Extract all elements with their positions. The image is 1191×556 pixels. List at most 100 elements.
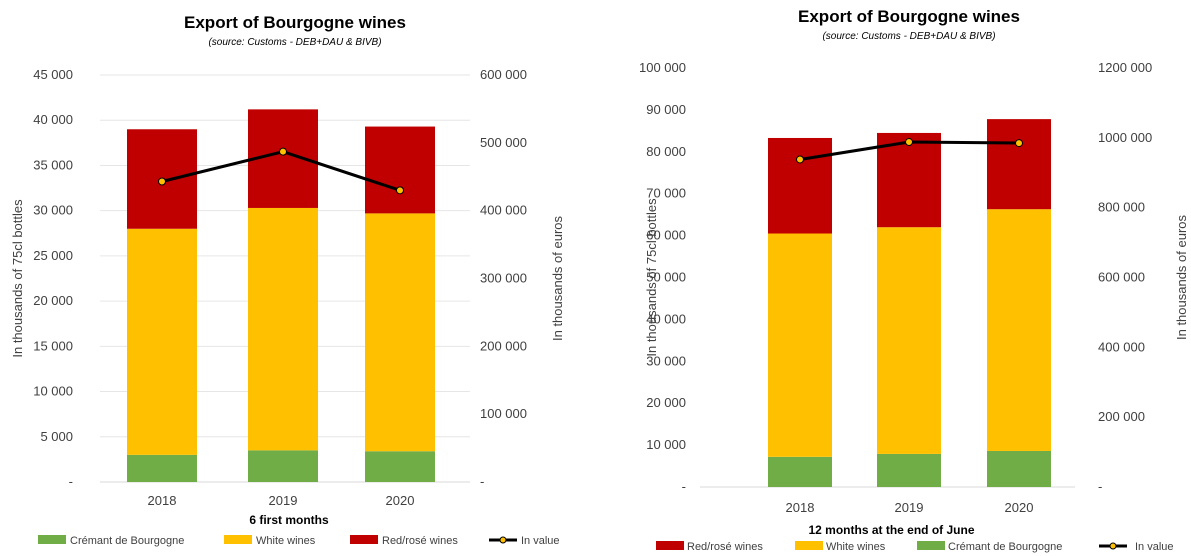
y-tick-label: 70 000 — [646, 186, 686, 201]
x-tick-label: 2018 — [148, 493, 177, 508]
y-tick-label: 60 000 — [646, 228, 686, 243]
y-tick-label: 50 000 — [646, 270, 686, 285]
value-point — [158, 177, 166, 186]
chart-subtitle: (source: Customs - DEB+DAU & BIVB) — [208, 37, 381, 48]
x-tick-label: 2019 — [269, 493, 298, 508]
bar-white-2020 — [365, 213, 435, 452]
legend-item: Red/rosé wines — [350, 535, 458, 547]
legend-swatch — [795, 541, 823, 550]
chart-2: Export of Bourgogne wines (source: Custom… — [639, 7, 1189, 553]
y2-tick-label: 400 000 — [1098, 339, 1145, 354]
y2-tick-label: 1200 000 — [1098, 60, 1152, 75]
y2-tick-label: 600 000 — [1098, 270, 1145, 285]
x-tick-label: 2020 — [386, 493, 415, 508]
bar-red-2020 — [987, 119, 1051, 210]
y2-tick-label: 100 000 — [480, 406, 527, 421]
legend-marker-swatch — [499, 536, 507, 544]
x-tick-label: 2020 — [1005, 500, 1034, 515]
legend-swatch — [656, 541, 684, 550]
legend-label: Crémant de Bourgogne — [70, 535, 184, 547]
legend-label: Red/rosé wines — [687, 541, 763, 553]
bar-red-2018 — [768, 137, 832, 234]
chart-1: Export of Bourgogne wines (source: Custom… — [10, 13, 565, 547]
y-axis-title: In thousands of 75cl bottles — [644, 198, 659, 357]
y-tick-label: 20 000 — [33, 293, 73, 308]
bar-red-2019 — [877, 132, 941, 228]
y-tick-label: 90 000 — [646, 102, 686, 117]
y2-axis-title: In thousands of euros — [550, 215, 565, 341]
value-point — [396, 186, 404, 195]
bar-red-2020 — [365, 126, 435, 214]
legend-item: Crémant de Bourgogne — [38, 535, 184, 547]
y-tick-label: - — [69, 474, 73, 489]
legend-label: White wines — [826, 541, 886, 553]
bar-white-2018 — [127, 228, 197, 455]
bar-cremant-2018 — [127, 454, 197, 482]
bar-white-2020 — [987, 209, 1051, 451]
y2-tick-label: - — [480, 474, 484, 489]
y2-tick-label: 800 000 — [1098, 200, 1145, 215]
y2-axis-title: In thousands of euros — [1174, 214, 1189, 340]
bar-white-2019 — [877, 227, 941, 454]
y-tick-label: 10 000 — [646, 437, 686, 452]
legend-swatch — [38, 535, 66, 544]
legend-swatch — [917, 541, 945, 550]
legend-item: In value — [1099, 541, 1174, 553]
chart-title: Export of Bourgogne wines — [184, 13, 406, 32]
legend-swatch — [350, 535, 378, 544]
bar-cremant-2020 — [987, 450, 1051, 487]
x-axis-title: 12 months at the end of June — [808, 523, 974, 537]
x-tick-label: 2018 — [786, 500, 815, 515]
y-tick-label: 45 000 — [33, 67, 73, 82]
y2-tick-label: 200 000 — [1098, 409, 1145, 424]
legend-item: Crémant de Bourgogne — [917, 541, 1062, 553]
value-point — [796, 155, 804, 164]
y-tick-label: 40 000 — [646, 311, 686, 326]
value-point — [1015, 139, 1023, 148]
bar-cremant-2019 — [877, 453, 941, 487]
y-tick-label: 5 000 — [40, 429, 73, 444]
legend-item: In value — [489, 535, 560, 547]
legend-label: Crémant de Bourgogne — [948, 541, 1062, 553]
legend-marker-swatch — [1109, 542, 1117, 550]
legend-item: White wines — [795, 541, 886, 553]
x-axis-title: 6 first months — [249, 513, 329, 527]
y-tick-label: 80 000 — [646, 144, 686, 159]
legend-item: Red/rosé wines — [656, 541, 763, 553]
value-point — [905, 138, 913, 147]
value-point — [279, 147, 287, 156]
legend: Red/rosé wines White wines Crémant de Bour… — [656, 541, 1174, 553]
y2-tick-label: 500 000 — [480, 135, 527, 150]
x-tick-label: 2019 — [895, 500, 924, 515]
y-tick-label: 25 000 — [33, 248, 73, 263]
y2-tick-label: 1000 000 — [1098, 130, 1152, 145]
bar-white-2018 — [768, 233, 832, 457]
y-tick-label: 40 000 — [33, 112, 73, 127]
bar-cremant-2020 — [365, 451, 435, 482]
y2-tick-label: - — [1098, 479, 1102, 494]
y2-tick-label: 600 000 — [480, 67, 527, 82]
legend-swatch — [224, 535, 252, 544]
y2-tick-label: 400 000 — [480, 203, 527, 218]
y-tick-label: 100 000 — [639, 60, 686, 75]
chart-subtitle: (source: Customs - DEB+DAU & BIVB) — [822, 31, 995, 42]
bar-white-2019 — [248, 207, 318, 451]
legend-label: In value — [1135, 541, 1174, 553]
bar-cremant-2019 — [248, 450, 318, 482]
legend-label: White wines — [256, 535, 316, 547]
y-tick-label: 15 000 — [33, 338, 73, 353]
y-tick-label: 10 000 — [33, 384, 73, 399]
y2-tick-label: 300 000 — [480, 271, 527, 286]
y-tick-label: 30 000 — [646, 353, 686, 368]
y-tick-label: 35 000 — [33, 157, 73, 172]
chart-title: Export of Bourgogne wines — [798, 7, 1020, 26]
y2-tick-label: 200 000 — [480, 338, 527, 353]
y-tick-label: - — [682, 479, 686, 494]
legend: Crémant de Bourgogne White wines Red/rosé … — [38, 535, 560, 547]
y-tick-label: 30 000 — [33, 203, 73, 218]
legend-label: Red/rosé wines — [382, 535, 458, 547]
bar-cremant-2018 — [768, 456, 832, 487]
y-axis-title: In thousands of 75cl bottles — [10, 199, 25, 358]
legend-item: White wines — [224, 535, 316, 547]
